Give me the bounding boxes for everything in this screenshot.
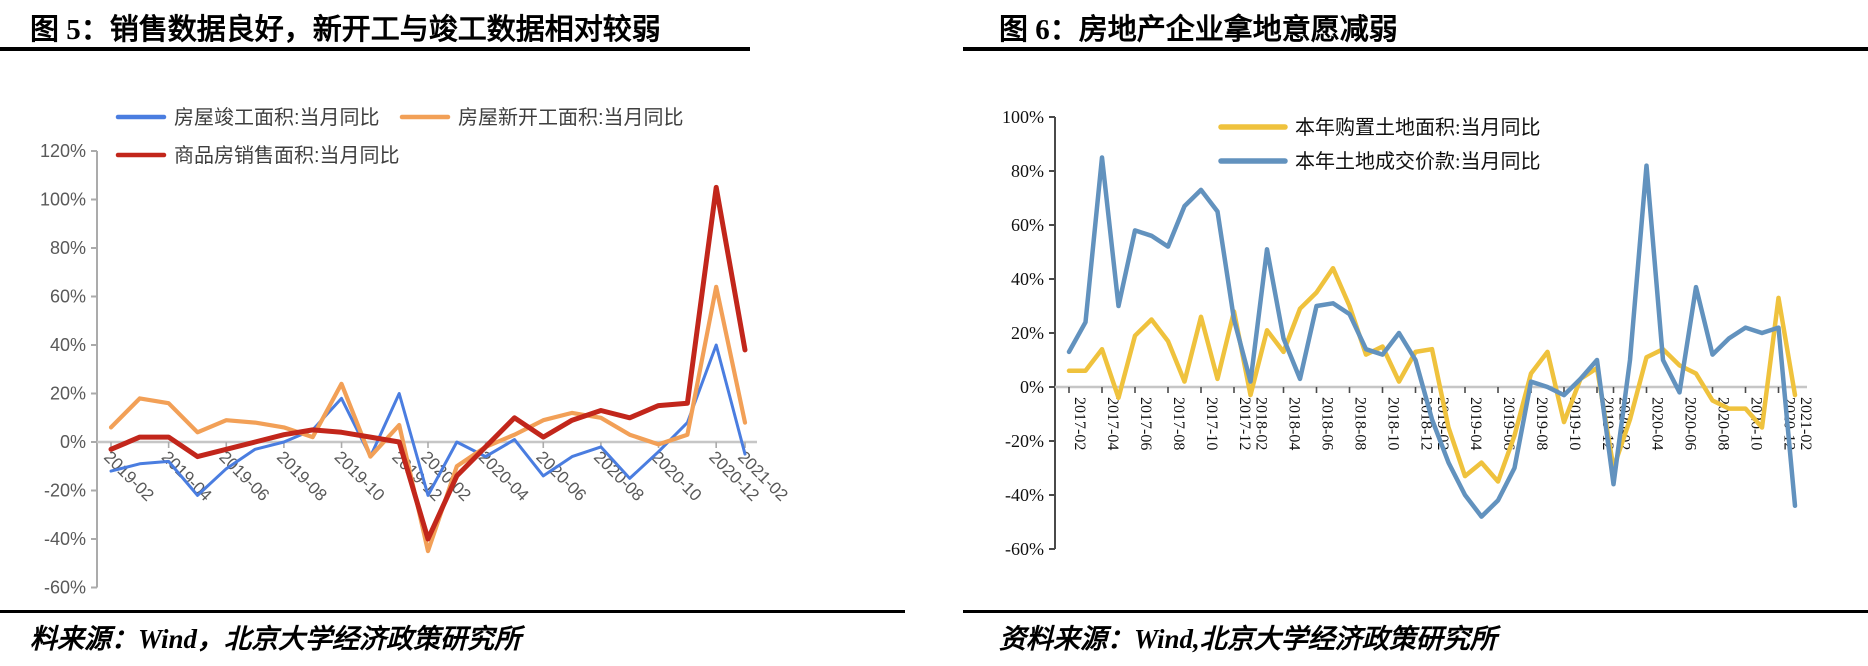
figure6-source-rule (963, 610, 1868, 613)
series-line (108, 184, 748, 542)
legend-label: 本年土地成交价款:当月同比 (1295, 150, 1541, 173)
y-axis-tick-label: 60% (1011, 215, 1044, 235)
x-axis-tick-label: 2021-02 (1797, 397, 1814, 450)
x-axis-tick-label: 2020-06 (1682, 397, 1699, 450)
figure6-source: 资料来源：Wind,北京大学经济政策研究所 (999, 624, 1497, 654)
series-line (1066, 265, 1798, 484)
y-axis-tick-label: 20% (1011, 323, 1044, 343)
y-axis-tick-label: 0% (60, 432, 86, 452)
figure5-title: 图 5：销售数据良好，新开工与竣工数据相对较弱 (30, 14, 661, 46)
x-axis-tick-label: 2017-10 (1203, 397, 1220, 450)
y-axis-tick-label: 40% (1011, 269, 1044, 289)
figure6-title: 图 6：房地产企业拿地意愿减弱 (999, 14, 1398, 46)
x-axis-tick-label: 2019-08 (1533, 397, 1550, 450)
y-axis-tick-label: -40% (1005, 485, 1044, 505)
x-axis-tick-label: 2019-04 (1467, 397, 1484, 450)
legend-label: 房屋新开工面积:当月同比 (458, 106, 684, 129)
axes: 100% 80% 60% 40% 20% 0% -20% -40% -60% (1002, 107, 1807, 559)
y-axis-tick-label: -20% (1005, 431, 1044, 451)
x-axis-tick-label: 2019-02 (100, 447, 158, 505)
x-axis-tick-label: 2020-04 (1649, 397, 1666, 450)
x-axis-tick-label: 2017-12 (1236, 397, 1253, 450)
series-line (108, 284, 748, 554)
x-axis-tick-label: 2018-02 (1253, 397, 1270, 450)
series-line (109, 343, 747, 497)
y-axis-tick-label: 100% (40, 190, 86, 210)
x-axis-tick-label: 2017-06 (1137, 397, 1154, 450)
axes: 120% 100% 80% 60% 40% 20% 0% -20% -40% -60% (40, 141, 757, 598)
y-axis-tick-label: 0% (1020, 377, 1044, 397)
figure6-line-chart: 100%80%60%40%20%0%-20%-40%-60%2017-02 201… (1002, 107, 1814, 559)
x-axis-tick-label: 2018-08 (1352, 397, 1369, 450)
figure5-source-rule (0, 610, 905, 613)
x-axis-tick-label: 2020-08 (590, 447, 648, 505)
x-axis-tick-label: 2018-10 (1385, 397, 1402, 450)
legend-label: 本年购置土地面积:当月同比 (1295, 116, 1541, 139)
y-axis-tick-label: -60% (1005, 539, 1044, 559)
x-axis-tick-label: 2017-02 (1071, 397, 1088, 450)
y-axis-tick-label: -40% (44, 529, 86, 549)
x-axis-tick-label: 2019-08 (273, 447, 331, 505)
x-axis-tick-label: 2017-08 (1170, 397, 1187, 450)
figure5-source: 料来源：Wind，北京大学经济政策研究所 (30, 624, 522, 654)
x-axis-labels: 2017-02 2017-04 2017-06 2017-08 2017-10 2017-… (1068, 387, 1814, 450)
x-axis-tick-label: 2020-08 (1715, 397, 1732, 450)
y-axis-tick-label: 100% (1002, 107, 1044, 127)
x-axis-tick-label: 2020-10 (648, 447, 706, 505)
x-axis-tick-label: 2017-04 (1104, 397, 1121, 450)
legend-label: 房屋竣工面积:当月同比 (174, 106, 380, 129)
y-axis-tick-label: -60% (44, 578, 86, 598)
y-axis-tick-label: 120% (40, 141, 86, 161)
y-axis-tick-label: 80% (50, 238, 86, 258)
y-axis-tick-label: 60% (50, 287, 86, 307)
legend-label: 商品房销售面积:当月同比 (174, 144, 400, 167)
x-axis-tick-label: 2019-10 (331, 447, 389, 505)
x-axis-tick-label: 2018-06 (1319, 397, 1336, 450)
y-axis-tick-label: 20% (50, 384, 86, 404)
x-axis-tick-label: 2020-06 (532, 447, 590, 505)
x-axis-tick-label: 2018-04 (1286, 397, 1303, 450)
series-line (1066, 155, 1798, 519)
y-axis-tick-label: 40% (50, 335, 86, 355)
figure5-line-chart: 120% 100% 80% 60% 40% 20% 0% -20% -40% -60% 2019-0… (40, 106, 792, 598)
y-axis-tick-label: -20% (44, 481, 86, 501)
figure5-title-rule (0, 47, 750, 51)
figure6-panel: 图 6：房地产企业拿地意愿减弱 100% 80% 60% 40% 20% 0% -20% -4… (963, 0, 1868, 666)
figure5-panel: 图 5：销售数据良好，新开工与竣工数据相对较弱 120% 100% 80% 60% 40… (0, 0, 905, 666)
figure6-title-rule (963, 47, 1868, 51)
y-axis-tick-label: 80% (1011, 161, 1044, 181)
